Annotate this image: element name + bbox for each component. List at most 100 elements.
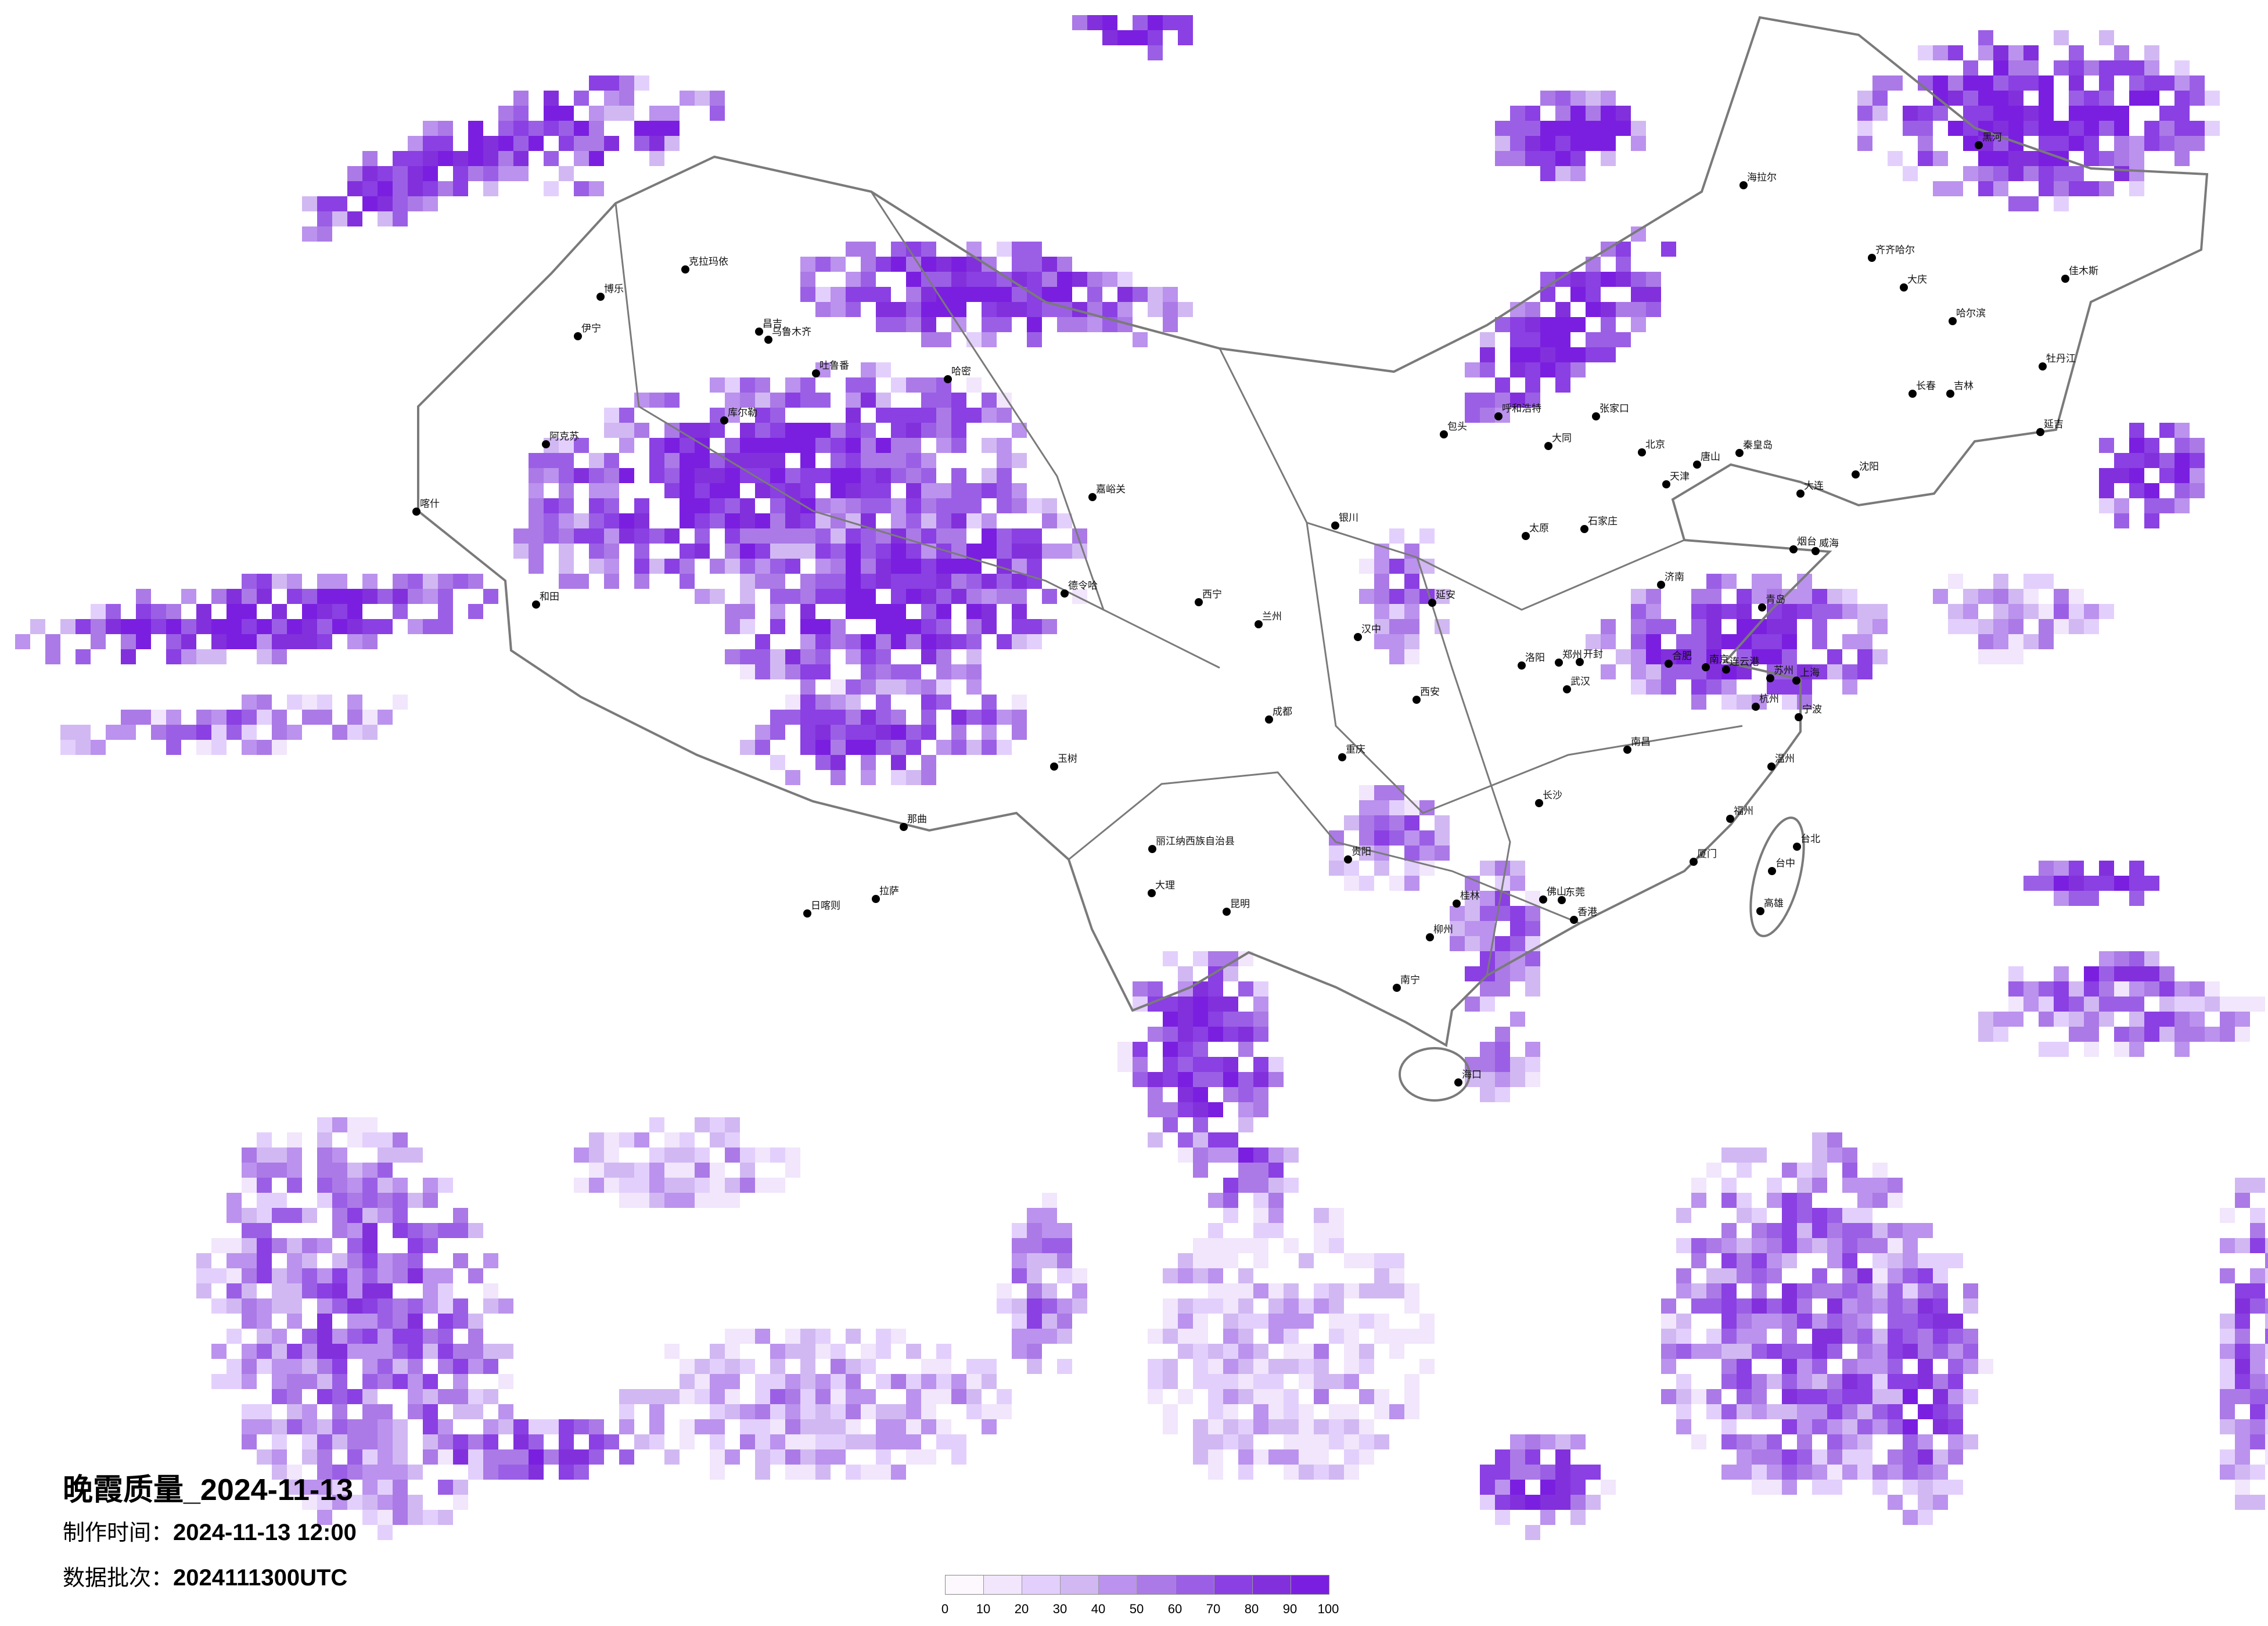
- raster-cell: [2099, 876, 2114, 891]
- raster-cell: [619, 423, 634, 438]
- raster-cell: [1510, 1480, 1525, 1495]
- raster-cell: [1148, 1027, 1163, 1042]
- city-label: 和田: [540, 591, 559, 603]
- raster-cell: [1042, 1329, 1057, 1344]
- raster-cell: [1163, 1359, 1178, 1374]
- raster-cell: [2235, 1419, 2250, 1434]
- raster-cell: [1857, 619, 1872, 634]
- raster-cell: [302, 1359, 317, 1374]
- raster-cell: [2069, 121, 2084, 136]
- raster-cell: [1329, 1314, 1344, 1329]
- raster-cell: [423, 121, 438, 136]
- raster-cell: [2039, 619, 2054, 634]
- raster-cell: [378, 181, 393, 196]
- raster-cell: [1827, 664, 1842, 679]
- raster-cell: [1178, 1253, 1193, 1268]
- raster-cell: [906, 272, 921, 287]
- raster-cell: [1631, 679, 1646, 695]
- raster-cell: [362, 1314, 378, 1329]
- raster-cell: [2114, 453, 2129, 468]
- raster-cell: [1027, 272, 1042, 287]
- raster-cell: [1646, 634, 1661, 649]
- raster-cell: [211, 589, 227, 604]
- raster-cell: [649, 1193, 664, 1208]
- raster-cell: [1737, 695, 1752, 710]
- city-dot-icon: [1522, 532, 1530, 540]
- raster-cell: [1918, 121, 1933, 136]
- raster-cell: [2250, 1344, 2265, 1359]
- raster-cell: [936, 695, 951, 710]
- raster-cell: [831, 453, 846, 468]
- raster-cell: [1782, 1163, 1797, 1178]
- raster-cell: [1510, 347, 1525, 362]
- raster-cell: [906, 468, 921, 483]
- raster-cell: [951, 483, 966, 498]
- city: 西安: [1412, 686, 1440, 704]
- raster-cell: [2069, 1027, 2084, 1042]
- raster-cell: [1555, 362, 1570, 377]
- raster-cell: [982, 468, 997, 483]
- raster-cell: [1299, 1359, 1314, 1374]
- raster-cell: [1842, 634, 1857, 649]
- raster-cell: [1872, 1178, 1888, 1193]
- raster-cell: [378, 1178, 393, 1193]
- raster-cell: [1872, 1389, 1888, 1404]
- raster-cell: [982, 393, 997, 408]
- raster-cell: [1752, 1344, 1767, 1359]
- raster-cell: [2129, 166, 2144, 181]
- raster-cell: [1284, 1298, 1299, 1314]
- raster-cell: [1374, 785, 1389, 800]
- raster-cell: [1767, 1434, 1782, 1449]
- raster-cell: [362, 1480, 378, 1495]
- raster-cell: [438, 619, 453, 634]
- raster-cell: [770, 619, 785, 634]
- raster-cell: [408, 1495, 423, 1510]
- raster-cell: [815, 302, 831, 317]
- raster-cell: [317, 1163, 332, 1178]
- raster-cell: [1933, 1404, 1948, 1419]
- raster-cell: [664, 1178, 680, 1193]
- raster-cell: [2144, 513, 2159, 528]
- raster-cell: [936, 604, 951, 619]
- raster-cell: [362, 1419, 378, 1434]
- raster-cell: [468, 136, 483, 151]
- raster-cell: [2084, 604, 2099, 619]
- city: 南宁: [1393, 974, 1420, 992]
- raster-cell: [1827, 1208, 1842, 1223]
- raster-cell: [1208, 1253, 1223, 1268]
- raster-cell: [287, 1404, 302, 1419]
- raster-cell: [1284, 1283, 1299, 1298]
- raster-cell: [2069, 891, 2084, 906]
- raster-cell: [1419, 1314, 1435, 1329]
- city-dot-icon: [1061, 589, 1069, 598]
- raster-cell: [695, 1117, 710, 1132]
- raster-cell: [287, 1238, 302, 1253]
- raster-cell: [1480, 1465, 1495, 1480]
- raster-cell: [1631, 317, 1646, 332]
- raster-cell: [302, 1268, 317, 1283]
- raster-cell: [710, 1344, 725, 1359]
- raster-cell: [846, 679, 861, 695]
- raster-cell: [1797, 589, 1812, 604]
- raster-cell: [1857, 1329, 1872, 1344]
- raster-cell: [1072, 1298, 1087, 1314]
- raster-cell: [2144, 75, 2159, 91]
- raster-cell: [846, 1465, 861, 1480]
- raster-cell: [498, 1419, 513, 1434]
- raster-cell: [710, 1434, 725, 1449]
- raster-cell: [362, 1329, 378, 1344]
- raster-cell: [317, 619, 332, 634]
- raster-cell: [876, 725, 891, 740]
- city-dot-icon: [1570, 916, 1578, 924]
- raster-cell: [378, 1344, 393, 1359]
- raster-cell: [1797, 1178, 1812, 1193]
- raster-cell: [2250, 1389, 2265, 1404]
- raster-cell: [574, 574, 589, 589]
- raster-cell: [1495, 1057, 1510, 1072]
- raster-cell: [936, 1374, 951, 1389]
- raster-cell: [951, 498, 966, 513]
- city-label: 银川: [1339, 512, 1358, 524]
- province-border: [1068, 771, 1580, 924]
- raster-cell: [1012, 725, 1027, 740]
- raster-cell: [1027, 1223, 1042, 1238]
